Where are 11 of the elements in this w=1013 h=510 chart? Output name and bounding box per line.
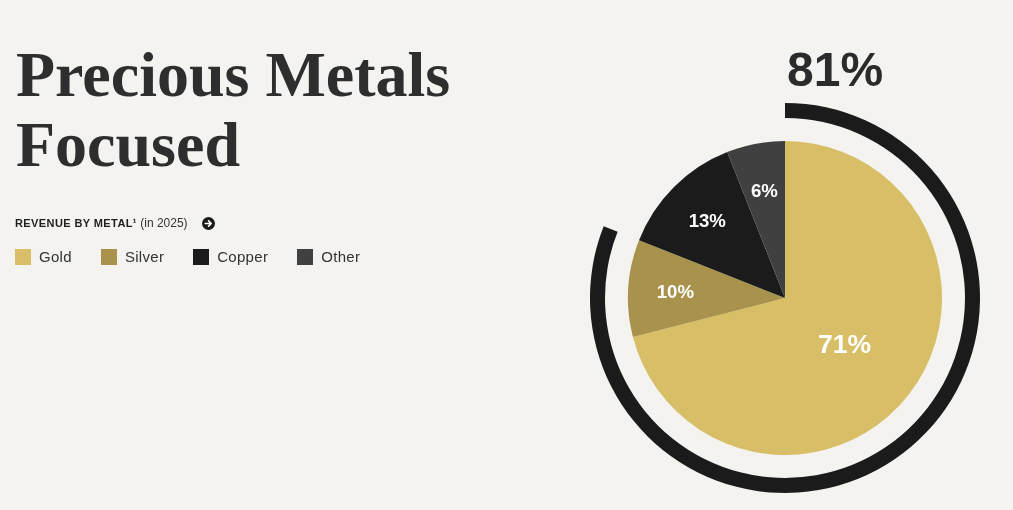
data-label: 6% bbox=[750, 179, 779, 201]
legend-label: Gold bbox=[39, 248, 72, 265]
legend-label: Copper bbox=[217, 248, 269, 265]
text: REVENUE BY METAL¹ (in 2025) bbox=[15, 216, 188, 230]
data-label: 10% bbox=[656, 280, 695, 302]
data-label: 81% bbox=[787, 43, 884, 96]
data-label: 71% bbox=[818, 329, 872, 360]
data-label: 13% bbox=[688, 209, 727, 231]
legend-label: Silver bbox=[124, 248, 165, 265]
legend-label: Other bbox=[321, 248, 361, 265]
chart-title: Precious Metals Focused bbox=[16, 39, 451, 180]
